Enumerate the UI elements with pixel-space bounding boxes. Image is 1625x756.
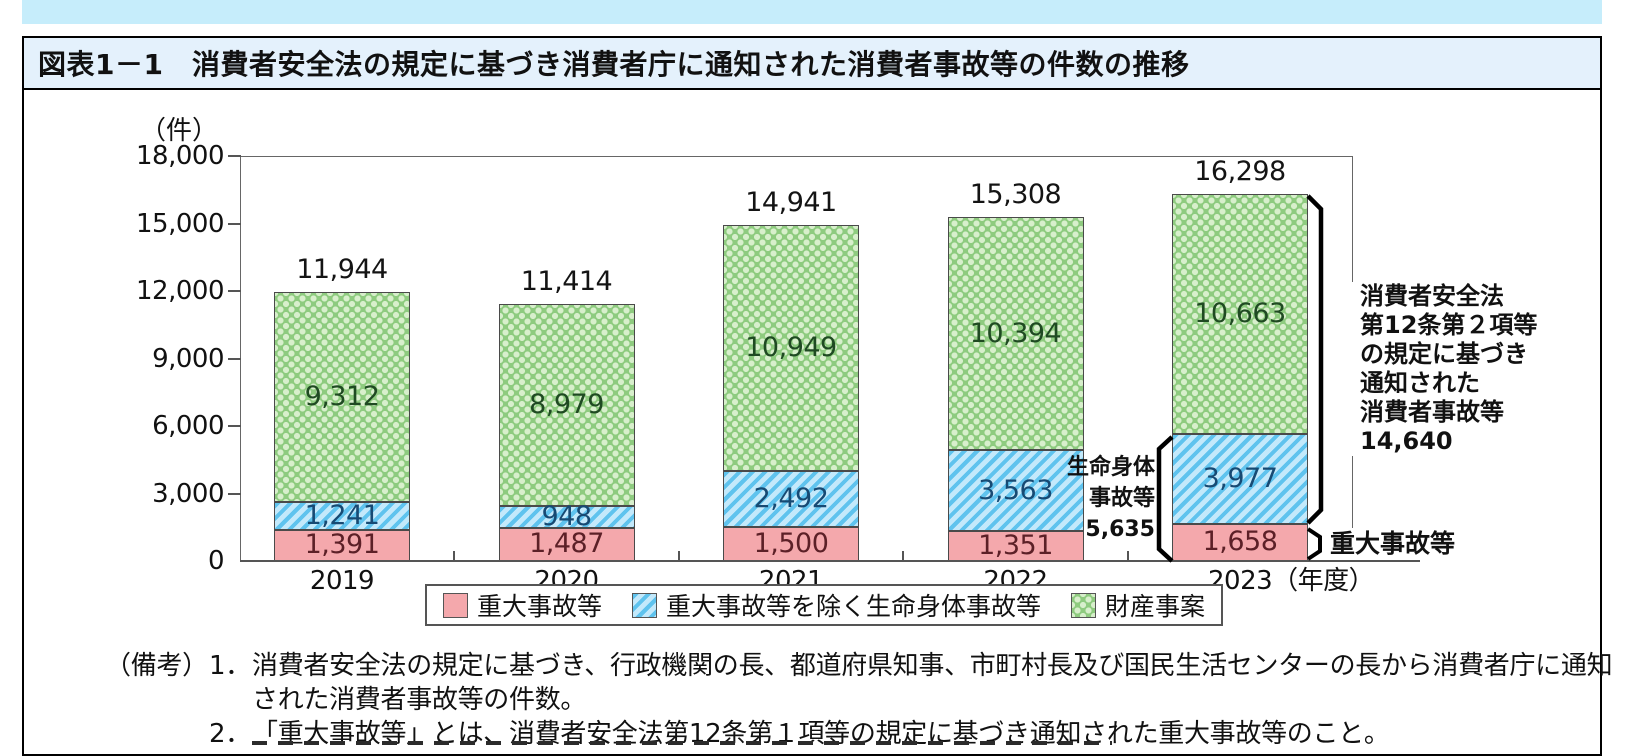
bar-segment-2023-series1 — [1172, 434, 1308, 524]
bar-value-label: 2,492 — [753, 483, 829, 515]
bar-segment-2022-series2 — [947, 216, 1084, 451]
note1-line1: 消費者安全法の規定に基づき、行政機関の長、都道府県知事、市町村長及び国民生活セン… — [252, 651, 1613, 681]
y-tick-mark — [228, 222, 241, 225]
bar-total-label: 11,414 — [520, 266, 613, 298]
y-tick-label: 12,000 — [136, 276, 224, 306]
note1-line2: された消費者事故等の件数。 — [252, 685, 587, 715]
annotation-consumer-accidents-14640: 消費者安全法 第12条第２項等 の規定に基づき 通知された 消費者事故等 14,… — [1347, 282, 1579, 456]
page-top-accent-strip — [22, 0, 1602, 24]
bar-value-label: 1,351 — [978, 529, 1053, 561]
legend: 重大事故等 重大事故等を除く生命身体事故等 財産事案 — [425, 584, 1224, 626]
x-category-label: 2019 — [309, 566, 375, 596]
x-tick-mark — [1126, 551, 1129, 561]
bar-segment-2020-series1 — [498, 506, 635, 528]
x-axis-line — [240, 559, 1420, 562]
bar-value-label: 948 — [541, 500, 592, 532]
y-axis-unit-label: （件） — [139, 116, 218, 146]
figure-title: 図表1－1 消費者安全法の規定に基づき消費者庁に通知された消費者事故等の件数の推… — [38, 48, 1190, 81]
bar-value-label: 10,949 — [745, 332, 837, 363]
bar-value-label: 9,312 — [304, 381, 380, 413]
y-tick-label: 9,000 — [152, 343, 224, 374]
legend-label-serious: 重大事故等 — [477, 592, 603, 621]
y-tick-mark — [228, 492, 241, 495]
annotation-life-body-5635: 生命身体 事故等 5,635 — [1066, 455, 1155, 542]
x-tick-mark — [902, 551, 905, 561]
bar-total-label: 15,308 — [969, 178, 1062, 210]
y-tick-label: 0 — [207, 546, 225, 576]
x-category-label: 2023（年度） — [1208, 566, 1375, 596]
notes-label: （備考） — [105, 651, 208, 681]
note2-number: 2． — [209, 719, 251, 749]
legend-label-life-body: 重大事故等を除く生命身体事故等 — [666, 592, 1042, 621]
bar-value-label: 1,391 — [304, 529, 380, 561]
legend-label-property: 財産事案 — [1105, 592, 1206, 621]
bar-segment-2019-series1 — [274, 501, 410, 530]
bar-segment-2022-series1 — [947, 450, 1084, 531]
bar-value-label: 1,658 — [1202, 526, 1278, 558]
bar-value-label: 10,394 — [969, 317, 1062, 349]
bar-segment-2021-series2 — [723, 224, 859, 472]
x-tick-mark — [453, 551, 456, 561]
bar-value-label: 3,977 — [1202, 462, 1278, 494]
bar-total-label: 14,941 — [745, 186, 837, 218]
y-tick-label: 18,000 — [136, 141, 224, 171]
bar-segment-2021-series1 — [723, 471, 859, 528]
note3-clipped-line — [252, 741, 1112, 745]
bar-value-label: 8,979 — [529, 389, 604, 421]
bar-total-label: 16,298 — [1194, 156, 1286, 188]
legend-swatch-serious — [443, 592, 468, 618]
bar-segment-2019-series2 — [274, 292, 410, 502]
y-tick-label: 15,000 — [136, 208, 224, 239]
legend-item-serious: 重大事故等 — [443, 587, 602, 623]
legend-item-life-body: 重大事故等を除く生命身体事故等 — [632, 587, 1041, 623]
y-tick-label: 3,000 — [152, 478, 224, 509]
y-tick-mark — [228, 290, 241, 292]
note2-text: 「重大事故等」とは、消費者安全法第12条第１項等の規定に基づき通知された重大事故… — [252, 719, 1390, 749]
bar-value-label: 10,663 — [1194, 298, 1286, 330]
bar-value-label: 3,563 — [978, 474, 1053, 506]
bar-value-label: 1,500 — [753, 528, 829, 560]
y-tick-label: 6,000 — [152, 411, 224, 441]
bar-total-label: 11,944 — [296, 254, 388, 286]
legend-swatch-property — [1071, 592, 1097, 618]
y-tick-mark — [228, 357, 241, 360]
bar-segment-2023-series2 — [1172, 194, 1308, 435]
figure-title-bar: 図表1－1 消費者安全法の規定に基づき消費者庁に通知された消費者事故等の件数の推… — [22, 36, 1602, 90]
legend-swatch-life-body — [632, 592, 658, 618]
bar-segment-2020-series0 — [498, 527, 635, 561]
x-tick-mark — [677, 551, 680, 561]
y-tick-mark — [228, 155, 241, 157]
bar-segment-2020-series2 — [498, 304, 635, 507]
y-tick-mark — [228, 425, 241, 427]
annotation-serious-accidents: 重大事故等 — [1326, 528, 1460, 560]
note1-number: 1． — [209, 651, 251, 681]
bar-value-label: 1,241 — [304, 499, 380, 531]
legend-item-property: 財産事案 — [1071, 587, 1205, 623]
bar-value-label: 1,487 — [529, 528, 604, 560]
